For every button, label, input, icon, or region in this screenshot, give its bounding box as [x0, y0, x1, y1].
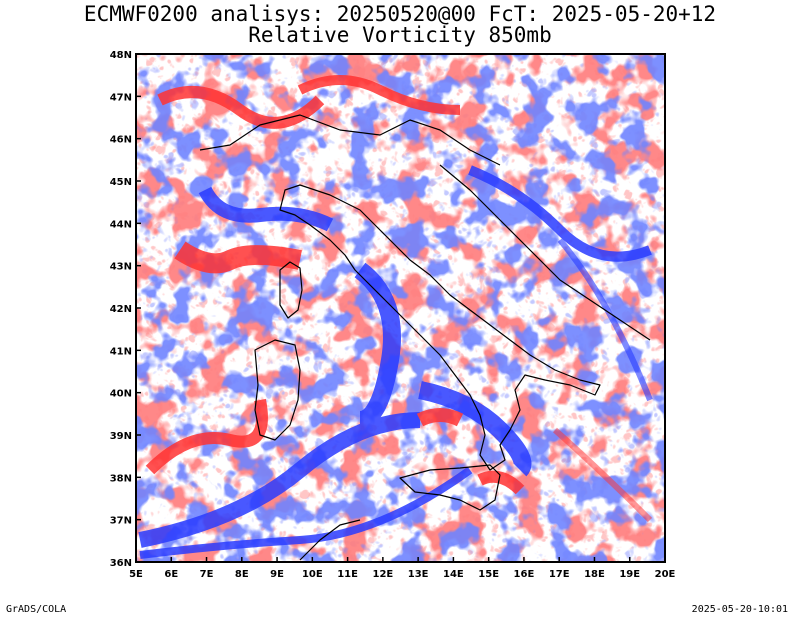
lon-tick-label: 19E	[619, 569, 640, 580]
lat-tick-label: 47N	[110, 92, 132, 103]
lon-tick-label: 11E	[337, 569, 358, 580]
lon-tick-label: 18E	[584, 569, 605, 580]
lat-tick-label: 45N	[110, 177, 132, 188]
lat-tick-label: 37N	[110, 516, 132, 527]
lat-tick-label: 42N	[110, 304, 132, 315]
vorticity-field	[136, 54, 665, 562]
lon-tick-label: 8E	[235, 569, 249, 580]
lon-tick-label: 16E	[514, 569, 535, 580]
lat-tick-label: 43N	[110, 262, 132, 273]
lon-tick-label: 17E	[549, 569, 570, 580]
lon-tick-label: 15E	[478, 569, 499, 580]
lon-tick-label: 10E	[302, 569, 323, 580]
lon-tick-label: 6E	[164, 569, 178, 580]
credit-label: GrADS/COLA	[6, 604, 67, 615]
map-title: ECMWF0200 analisys: 20250520@00 FcT: 202…	[83, 2, 717, 26]
lat-tick-label: 48N	[110, 50, 132, 61]
lon-tick-label: 20E	[655, 569, 676, 580]
coastlines	[199, 114, 651, 561]
lon-tick-label: 14E	[443, 569, 464, 580]
lat-tick-label: 38N	[110, 473, 132, 484]
lon-tick-label: 13E	[408, 569, 429, 580]
lat-tick-label: 39N	[110, 431, 132, 442]
lat-tick-label: 40N	[110, 389, 132, 400]
lat-tick-label: 36N	[110, 558, 132, 569]
lat-tick-label: 46N	[110, 135, 132, 146]
lat-tick-label: 41N	[110, 346, 132, 357]
lon-tick-label: 9E	[270, 569, 284, 580]
map-subtitle: Relative Vorticity 850mb	[248, 23, 552, 47]
lon-tick-label: 5E	[129, 569, 143, 580]
lon-tick-label: 7E	[200, 569, 214, 580]
lon-tick-label: 12E	[372, 569, 393, 580]
axis-ticks: 5E 6E 7E 8E 9E 10E 11E 12E 13E 14E 15E 16E 17E 18E 19E…	[110, 50, 676, 580]
timestamp-label: 2025-05-20-10:01	[691, 604, 788, 615]
lat-tick-label: 44N	[110, 219, 132, 230]
